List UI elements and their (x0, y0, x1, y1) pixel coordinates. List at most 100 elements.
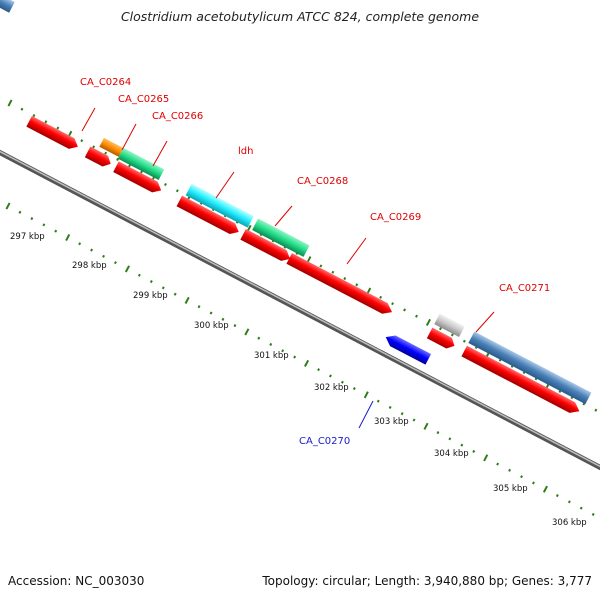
minor-tick (175, 189, 179, 193)
minor-tick (412, 418, 416, 422)
minor-tick (450, 333, 454, 337)
kbp-label: 303 kbp (374, 417, 409, 427)
major-tick (304, 359, 310, 367)
gene-label-ca-c0270[interactable]: CA_C0270 (299, 436, 350, 447)
major-tick (363, 391, 369, 399)
gene-label-ldh[interactable]: ldh (238, 146, 253, 157)
gene-label-ca-c0264[interactable]: CA_C0264 (80, 77, 131, 88)
minor-tick (594, 408, 598, 412)
genome-backbone-highlight (0, 150, 600, 468)
minor-tick (80, 139, 84, 143)
minor-tick (391, 302, 394, 306)
minor-tick (257, 336, 261, 340)
minor-tick (221, 317, 225, 321)
gene-arrow-red-5[interactable] (240, 228, 293, 264)
minor-tick (102, 254, 105, 258)
gene-label-ca-c0268[interactable]: CA_C0268 (297, 176, 348, 187)
major-tick (483, 454, 489, 462)
genome-backbone (0, 149, 600, 471)
major-tick (423, 422, 429, 430)
minor-tick (20, 107, 24, 111)
gene-label-ca-c0271[interactable]: CA_C0271 (499, 283, 550, 294)
kbp-label: 305 kbp (493, 484, 528, 494)
gene-feature-steel-right[interactable] (468, 331, 592, 405)
gene-arrow-blue-reverse[interactable] (383, 332, 432, 365)
gene-feature-gray[interactable] (434, 313, 465, 338)
gene-label-ca-c0269[interactable]: CA_C0269 (370, 212, 421, 223)
minor-tick (269, 342, 273, 346)
gene-label-ca-c0266[interactable]: CA_C0266 (152, 111, 203, 122)
minor-tick (591, 512, 595, 516)
gene-feature-steel-left[interactable] (0, 0, 15, 13)
kbp-label: 302 kbp (314, 383, 349, 393)
gene-arrow-red-2[interactable] (84, 146, 114, 170)
gene-feature-teal-2[interactable] (252, 218, 310, 257)
minor-tick (567, 500, 571, 504)
gene-feature-orange[interactable] (99, 137, 124, 157)
gene-arrow-red-6[interactable] (286, 253, 394, 317)
minor-tick (460, 443, 464, 447)
minor-tick (329, 374, 332, 378)
gene-arrow-red-8[interactable] (461, 345, 582, 417)
minor-tick (436, 431, 440, 435)
minor-tick (388, 405, 392, 409)
gene-arrow-red-3[interactable] (113, 161, 164, 195)
gene-feature-teal-1[interactable] (117, 148, 165, 180)
label-leaders (81, 107, 495, 429)
major-tick (425, 318, 431, 326)
major-tick (124, 265, 130, 273)
minor-tick (173, 292, 177, 296)
gene-arrow-red-1[interactable] (26, 115, 80, 152)
minor-tick (78, 242, 82, 246)
minor-tick (355, 283, 359, 287)
minor-tick (137, 273, 141, 277)
minor-tick (293, 355, 297, 359)
minor-tick (376, 399, 380, 403)
minor-tick (343, 277, 347, 281)
topology-text: Topology: circular; Length: 3,940,880 bp… (262, 574, 592, 588)
minor-tick (555, 494, 559, 498)
minor-tick (209, 311, 213, 315)
minor-tick (319, 264, 323, 268)
minor-tick (54, 229, 58, 233)
kbp-label: 301 kbp (254, 351, 289, 361)
minor-tick (90, 248, 94, 252)
minor-tick (164, 182, 167, 187)
minor-tick (197, 305, 201, 309)
kbp-labels: 297 kbp 298 kbp 299 kbp 300 kbp 301 kbp … (10, 232, 587, 528)
major-tick (65, 233, 71, 242)
minor-tick (496, 462, 500, 466)
gene-arrow-red-7[interactable] (426, 327, 457, 352)
gene-feature-cyan-ldh[interactable] (185, 183, 254, 228)
minor-tick (281, 349, 285, 353)
minor-tick (331, 270, 335, 274)
kbp-label: 304 kbp (434, 449, 469, 459)
kbp-label: 297 kbp (10, 232, 45, 242)
minor-tick (140, 170, 143, 174)
minor-tick (116, 157, 120, 161)
minor-tick (18, 210, 22, 214)
map-title: Clostridium acetobutylicum ATCC 824, com… (120, 9, 480, 24)
minor-tick (56, 126, 60, 130)
kbp-label: 298 kbp (72, 261, 107, 271)
minor-tick (415, 314, 418, 318)
minor-tick (520, 475, 523, 479)
minor-tick (44, 120, 48, 124)
major-tick (184, 296, 190, 304)
minor-tick (400, 412, 404, 416)
minor-tick (104, 151, 108, 155)
minor-tick (508, 468, 512, 472)
kbp-label: 299 kbp (133, 291, 168, 301)
major-tick (244, 328, 250, 336)
accession-text: Accession: NC_003030 (8, 574, 145, 588)
gene-arrow-red-4[interactable] (176, 195, 242, 238)
minor-tick (448, 437, 452, 441)
minor-tick (149, 280, 153, 284)
minor-tick (30, 217, 34, 221)
minor-tick (532, 481, 535, 485)
major-tick (7, 99, 13, 107)
minor-tick (352, 387, 356, 391)
gene-label-ca-c0265[interactable]: CA_C0265 (118, 94, 169, 105)
minor-tick (317, 368, 320, 372)
